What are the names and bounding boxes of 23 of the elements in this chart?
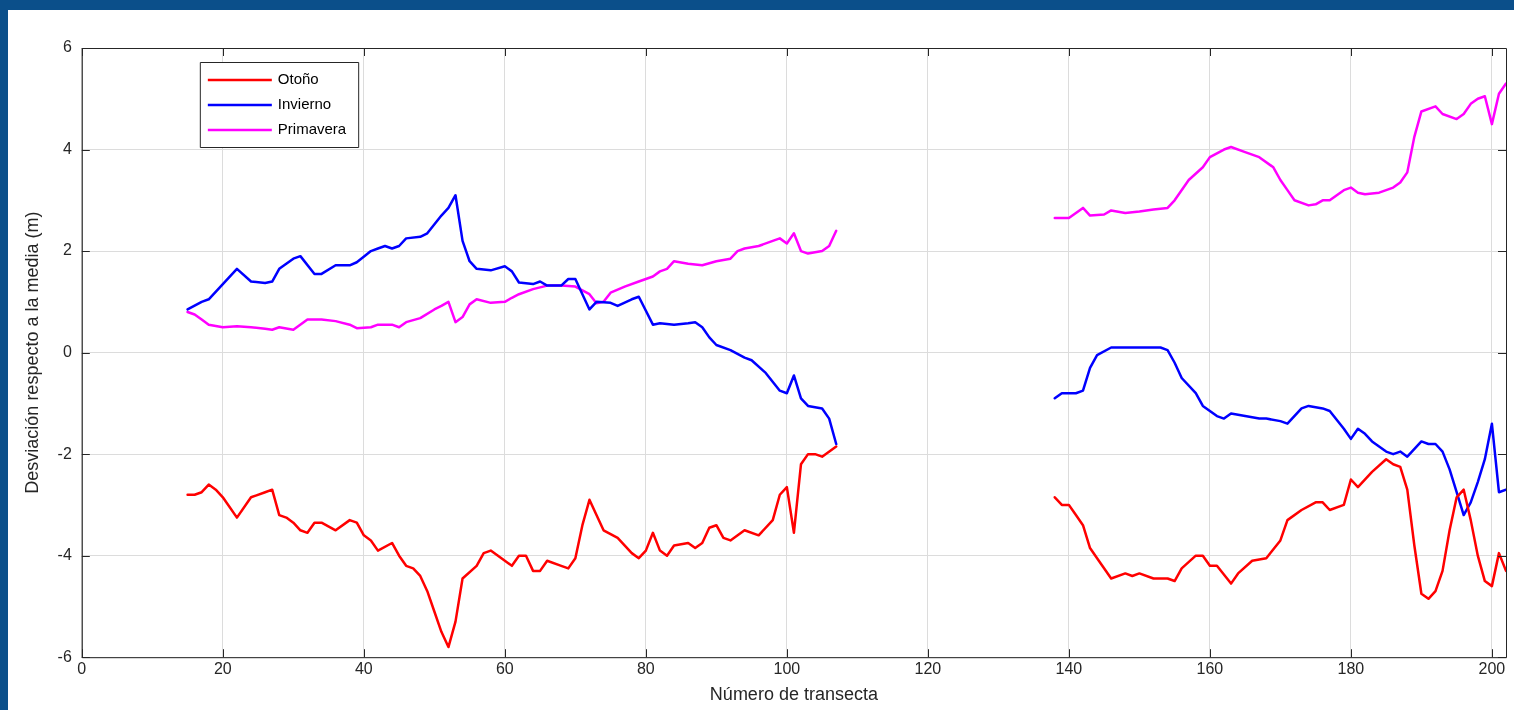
x-axis-title: Número de transecta — [709, 684, 879, 705]
x-tick-label: 0 — [77, 660, 87, 678]
x-tick-label: 100 — [773, 660, 801, 678]
y-tick-label: -2 — [57, 444, 72, 462]
x-tick-label: 180 — [1337, 660, 1365, 678]
x-tick-label: 80 — [636, 660, 655, 678]
x-tick-label: 120 — [914, 660, 942, 678]
x-tick-label: 160 — [1196, 660, 1224, 678]
x-tick-label: 60 — [495, 660, 514, 678]
y-tick-label: -6 — [57, 647, 72, 665]
legend-label: Invierno — [277, 95, 332, 113]
x-tick-label: 40 — [354, 660, 373, 678]
y-tick-label: 0 — [62, 343, 72, 361]
x-tick-label: 140 — [1055, 660, 1083, 678]
y-tick-label: 6 — [62, 38, 72, 56]
y-tick-label: 2 — [62, 241, 72, 259]
x-tick-label: 20 — [213, 660, 232, 678]
y-axis-title: Desviación respecto a la media (m) — [21, 211, 42, 494]
legend-label: Otoño — [277, 70, 319, 88]
x-tick-label: 200 — [1478, 660, 1506, 678]
y-tick-label: 4 — [62, 139, 72, 157]
y-tick-label: -4 — [57, 546, 72, 564]
legend-label: Primavera — [277, 120, 347, 138]
